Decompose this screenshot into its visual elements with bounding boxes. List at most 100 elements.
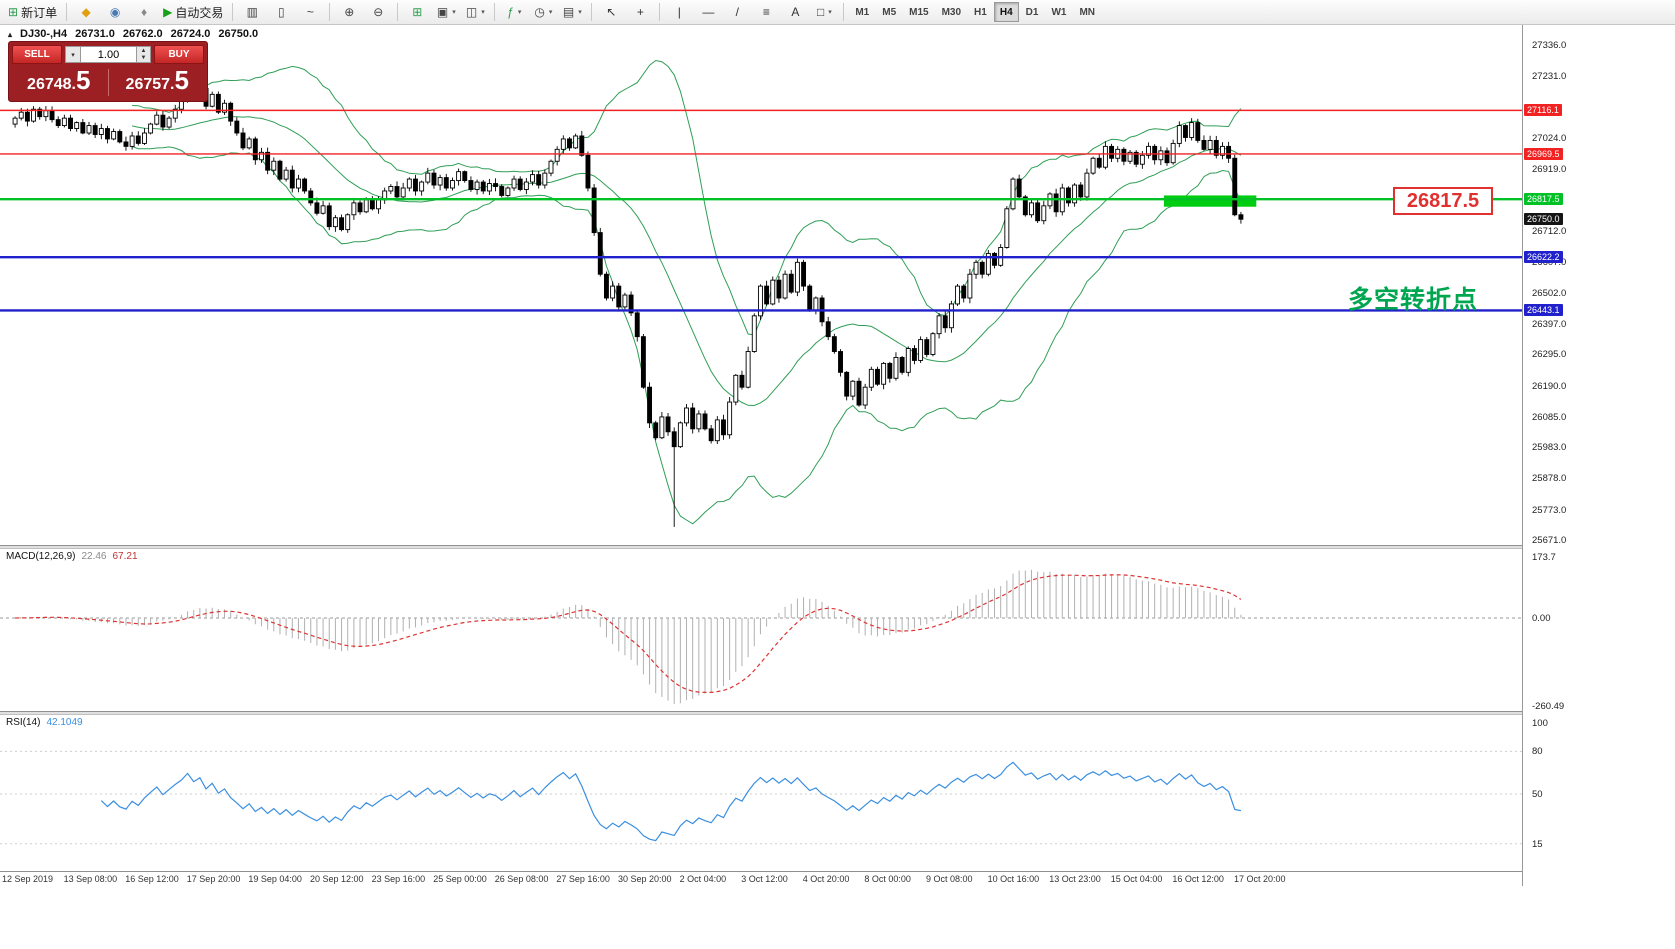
rsi-canvas[interactable]: [0, 715, 1522, 871]
price-axis-label: 26712.0: [1532, 225, 1567, 237]
high-value: 26762.0: [122, 28, 163, 40]
volume-input[interactable]: 1.00: [81, 46, 137, 63]
one-click-expander-icon[interactable]: ▴: [8, 29, 13, 39]
timeframe-h1-button[interactable]: H1: [974, 6, 987, 18]
text-button[interactable]: A: [781, 1, 809, 23]
dropdown-arrow-icon: ▾: [481, 9, 485, 16]
date-label: 16 Sep 12:00: [125, 874, 179, 884]
timeframe-mn-button[interactable]: MN: [1079, 6, 1095, 18]
bar-chart-icon: ▥: [246, 5, 258, 19]
low-value: 26724.0: [170, 28, 211, 40]
date-label: 3 Oct 12:00: [741, 874, 788, 884]
timeframe-m30-button[interactable]: M30: [941, 6, 962, 18]
indicators-icon: ƒ: [507, 5, 514, 19]
new-chart-button[interactable]: ▣ ▾: [432, 1, 460, 23]
vertical-line-icon: |: [677, 5, 681, 19]
templates-button[interactable]: ▤ ▾: [558, 1, 586, 23]
date-axis[interactable]: 12 Sep 2019 13 Sep 08:00 16 Sep 12:00 17 Se…: [0, 871, 1522, 886]
zoom-in-icon: ⊕: [344, 5, 355, 19]
mql5-community-icon[interactable]: ◆: [72, 1, 100, 23]
toolbar-separator: [494, 3, 496, 21]
autotrading-play-icon: ▶: [163, 5, 173, 19]
buy-price[interactable]: 26757. 5: [111, 67, 205, 98]
sell-price[interactable]: 26748. 5: [12, 67, 106, 98]
price-divider: [107, 69, 109, 96]
candlestick-chart-button[interactable]: ▯: [267, 1, 295, 23]
toolbar-separator: [659, 3, 661, 21]
line-chart-icon: ~: [306, 5, 314, 19]
bar-chart-button[interactable]: ▥: [238, 1, 266, 23]
date-label: 16 Oct 12:00: [1172, 874, 1224, 884]
trendline-button[interactable]: /: [723, 1, 751, 23]
tile-windows-button[interactable]: ⊞: [403, 1, 431, 23]
shapes-icon: □: [816, 5, 825, 19]
timeframe-m1-button[interactable]: M1: [855, 6, 870, 18]
line-chart-button[interactable]: ~: [296, 1, 324, 23]
new-order-button[interactable]: ⊞ 新订单: [4, 1, 61, 23]
date-label: 23 Sep 16:00: [371, 874, 426, 884]
shapes-button[interactable]: □ ▾: [810, 1, 838, 23]
timeframe-w1-button[interactable]: W1: [1051, 6, 1067, 18]
rsi-value: 42.1049: [46, 717, 83, 728]
volume-down-icon[interactable]: ▼: [137, 54, 150, 62]
price-axis[interactable]: 27336.027231.027024.026919.026712.026607…: [1522, 25, 1675, 886]
volume-up-icon[interactable]: ▲: [137, 47, 150, 55]
new-order-button-label: 新订单: [21, 5, 58, 20]
macd-axis-label: -260.49: [1532, 701, 1565, 712]
zoom-in-button[interactable]: ⊕: [335, 1, 363, 23]
rsi-axis-label: 100: [1532, 718, 1548, 729]
timeframe-h4-button[interactable]: H4: [993, 2, 1019, 22]
date-label: 27 Sep 16:00: [556, 874, 610, 884]
dropdown-arrow-icon: ▾: [452, 9, 456, 16]
volume-dropdown-icon[interactable]: ▾: [65, 46, 81, 63]
timeframe-m15-button[interactable]: M15: [909, 6, 929, 18]
toolbar-separator: [397, 3, 399, 21]
volume-spinner: ▾ 1.00 ▲ ▼: [65, 46, 151, 63]
macd-canvas[interactable]: [0, 549, 1522, 711]
macd-signal-value: 67.21: [112, 551, 138, 562]
user-profile-icon: ◉: [109, 5, 121, 19]
price-axis-label: 27024.0: [1532, 132, 1567, 144]
fibonacci-icon: ≡: [762, 5, 770, 19]
toolbar: ⊞ 新订单 ◆ ◉ ♦ ▶ 自动交易 ▥ ▯ ~ ⊕ ⊖ ⊞ ▣ ▾ ◫ ▾ ƒ ▾ ◷ ▾ ▤ ▾ ↖ + | — / ≡ A □ ▾ M1 M…: [0, 0, 1675, 25]
buy-button[interactable]: BUY: [154, 45, 204, 64]
symbol-period-label: DJ30-,H4: [20, 28, 68, 40]
rsi-title: RSI(14): [6, 717, 41, 728]
date-label: 20 Sep 12:00: [310, 874, 364, 884]
turning-point-annotation: 多空转折点: [1348, 287, 1479, 314]
date-label: 13 Oct 23:00: [1049, 874, 1101, 884]
buy-price-big: 5: [174, 65, 189, 95]
user-profile-icon[interactable]: ◉: [101, 1, 129, 23]
date-label: 17 Sep 20:00: [186, 874, 241, 884]
toolbar-separator: [843, 3, 845, 21]
timeframe-m5-button[interactable]: M5: [882, 6, 897, 18]
main-chart-canvas[interactable]: [0, 25, 1522, 545]
panel-splitter[interactable]: [0, 545, 1522, 549]
crosshair-icon: +: [636, 5, 644, 19]
price-axis-label: 26919.0: [1532, 163, 1567, 175]
templates-icon: ▤: [562, 5, 575, 19]
date-label: 8 Oct 00:00: [864, 874, 911, 884]
timeframe-d1-button[interactable]: D1: [1025, 6, 1039, 18]
cursor-button[interactable]: ↖: [597, 1, 625, 23]
vertical-line-button[interactable]: |: [665, 1, 693, 23]
sell-button[interactable]: SELL: [12, 45, 62, 64]
horizontal-line-button[interactable]: —: [694, 1, 722, 23]
profiles-button[interactable]: ◫ ▾: [461, 1, 489, 23]
one-click-trading-widget: SELL ▾ 1.00 ▲ ▼ BUY 26748. 5 26757. 5: [8, 41, 208, 102]
zoom-out-button[interactable]: ⊖: [364, 1, 392, 23]
new-chart-icon: ▣: [436, 5, 449, 19]
periods-button[interactable]: ◷ ▾: [529, 1, 557, 23]
alerts-icon[interactable]: ♦: [130, 1, 158, 23]
price-level-badge: 26443.1: [1524, 304, 1563, 317]
crosshair-button[interactable]: +: [626, 1, 654, 23]
sell-price-big: 5: [75, 65, 91, 95]
fibonacci-button[interactable]: ≡: [752, 1, 780, 23]
price-axis-label: 25773.0: [1532, 504, 1567, 516]
autotrading-button[interactable]: ▶ 自动交易: [159, 1, 227, 23]
open-value: 26731.0: [75, 28, 115, 40]
date-label: 4 Oct 20:00: [802, 874, 850, 884]
indicators-button[interactable]: ƒ ▾: [500, 1, 528, 23]
panel-splitter[interactable]: [0, 711, 1522, 715]
price-level-badge: 26969.5: [1524, 147, 1563, 160]
